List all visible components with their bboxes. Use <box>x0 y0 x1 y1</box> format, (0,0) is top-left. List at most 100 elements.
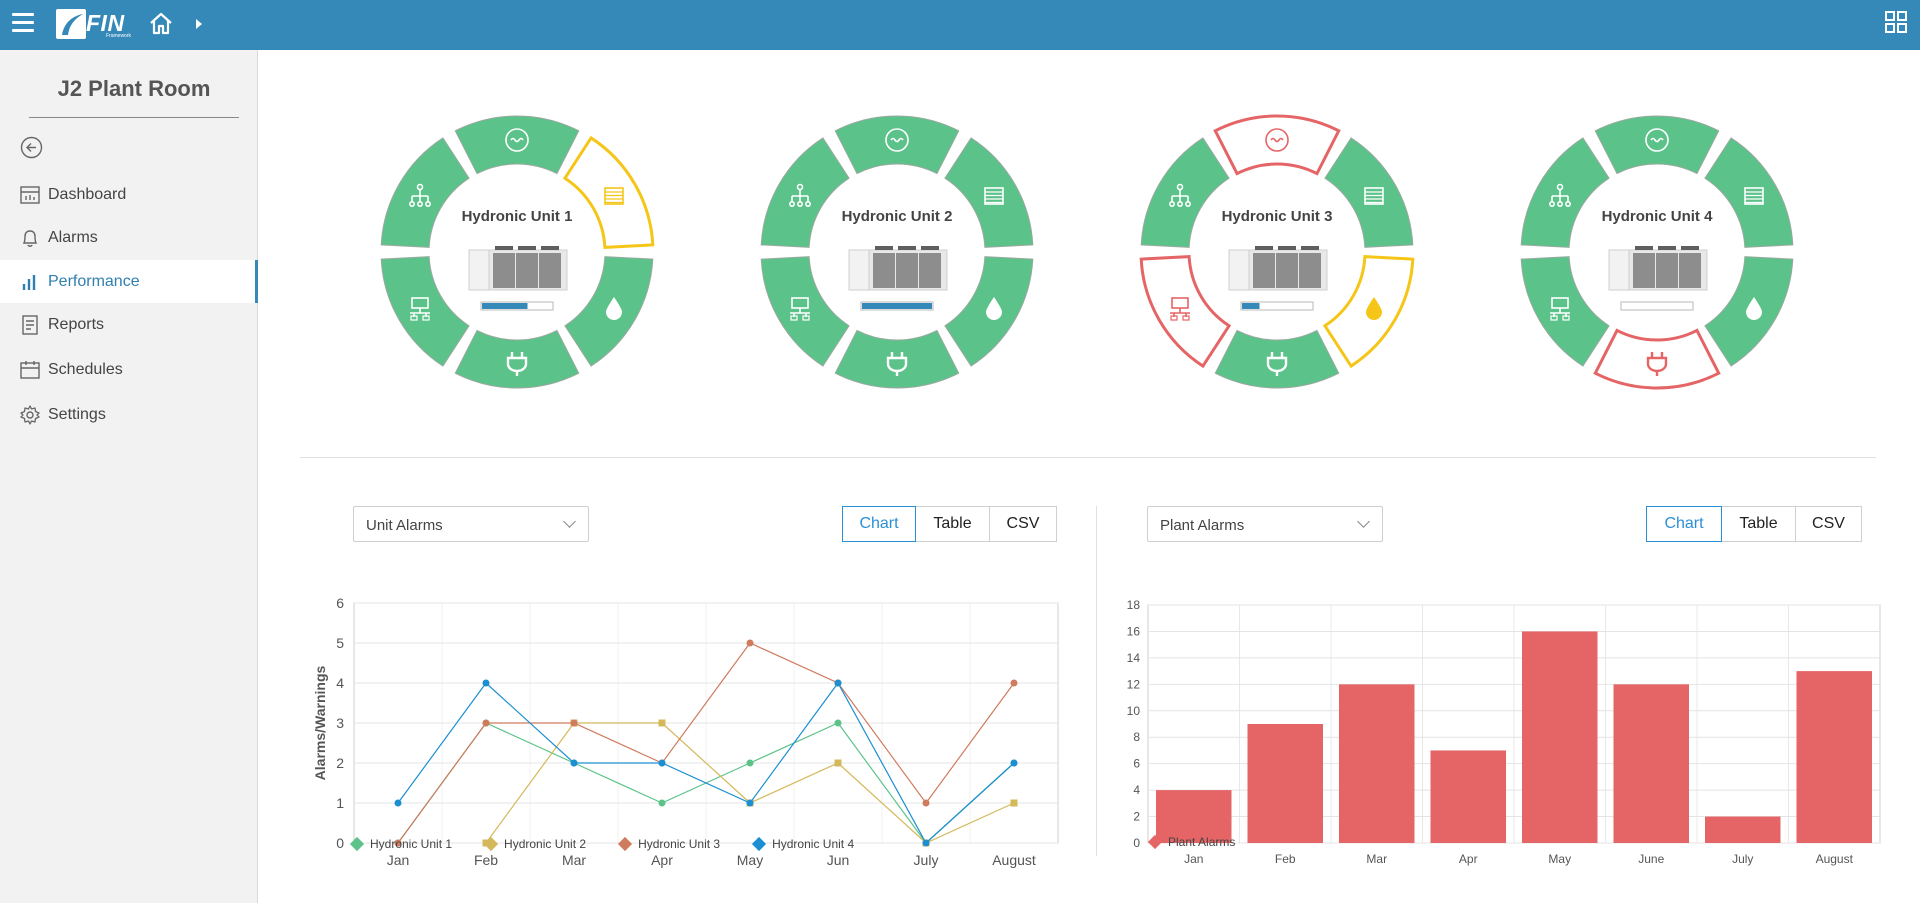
y-tick-label: 12 <box>1127 677 1141 691</box>
plant-alarms-bar-chart: 0 2 4 6 8 10 12 14 16 18 Jan Feb Mar Apr May June July Au… <box>1127 598 1881 866</box>
x-tick-label: Apr <box>651 852 673 868</box>
compressor-icon <box>1645 128 1669 152</box>
report-icon <box>20 315 40 335</box>
chiller-unit-icon <box>848 246 948 291</box>
legend-item[interactable]: Hydronic Unit 2 <box>483 836 587 852</box>
filter-icon <box>984 187 1004 205</box>
sidebar-item-settings[interactable]: Settings <box>0 393 258 436</box>
legend-item[interactable]: Hydronic Unit 1 <box>349 836 452 852</box>
sidebar-item-reports[interactable]: Reports <box>0 303 258 346</box>
legend-item[interactable]: Plant Alarms <box>1147 834 1236 850</box>
data-point <box>1010 759 1018 767</box>
x-tick-label: July <box>1732 852 1753 866</box>
x-tick-label: May <box>737 852 763 868</box>
data-point <box>658 759 666 767</box>
dial-segment <box>1214 329 1340 389</box>
sidebar-item-schedules[interactable]: Schedules <box>0 348 258 391</box>
sidebar-item-performance[interactable]: Performance <box>0 260 258 303</box>
y-tick-label: 14 <box>1127 651 1141 665</box>
dial-segment <box>1140 137 1230 248</box>
unit-dial[interactable]: Hydronic Unit 1 <box>375 110 659 394</box>
series-hydronic-unit-4 <box>394 679 1018 847</box>
table-button[interactable]: Table <box>1722 506 1796 542</box>
unit-dial-graphic <box>1520 115 1794 390</box>
dashboard-icon <box>20 185 40 205</box>
x-tick-label: June <box>1638 852 1664 866</box>
sidebar-item-label: Performance <box>48 273 140 290</box>
x-tick-label: Mar <box>1366 852 1387 866</box>
dial-segment <box>1213 114 1341 176</box>
logo-subtext: Framework <box>106 33 132 39</box>
data-point <box>746 639 754 647</box>
filter-icon <box>1364 187 1384 205</box>
sidebar-item-dashboard[interactable]: Dashboard <box>0 173 258 216</box>
sidebar-item-label: Dashboard <box>48 186 127 203</box>
sidebar-item-alarms[interactable]: Alarms <box>0 216 258 259</box>
legend-label: Hydronic Unit 4 <box>772 837 855 851</box>
apps-grid-icon[interactable] <box>1885 11 1907 33</box>
legend-marker-icon <box>752 836 767 852</box>
dial-segment <box>834 329 960 389</box>
chart-button[interactable]: Chart <box>842 506 916 542</box>
table-button[interactable]: Table <box>916 506 990 542</box>
menu-icon[interactable] <box>12 13 34 33</box>
dial-segment <box>1139 255 1232 369</box>
bar <box>1705 816 1781 843</box>
calendar-icon <box>20 360 40 380</box>
bar <box>1796 671 1872 843</box>
data-point <box>834 759 842 767</box>
unit-dial[interactable]: Hydronic Unit 2 <box>755 110 1039 394</box>
dial-segment <box>380 256 470 367</box>
y-axis-label: Alarms/Warnings <box>312 665 328 780</box>
hierarchy-icon <box>1169 183 1192 208</box>
water-drop-icon <box>605 297 622 320</box>
dial-segment <box>1704 256 1794 367</box>
bell-icon <box>20 228 40 248</box>
sidebar-item-label: Alarms <box>48 229 98 246</box>
logo-mark-icon <box>56 9 86 39</box>
unit-dial-graphic <box>760 115 1034 389</box>
legend-item[interactable]: Hydronic Unit 4 <box>752 836 855 852</box>
legend-label: Plant Alarms <box>1168 835 1236 849</box>
dial-segment <box>564 256 654 367</box>
unit-dial[interactable]: Hydronic Unit 4 <box>1515 110 1799 394</box>
csv-button[interactable]: CSV <box>990 506 1057 542</box>
back-arrow-icon[interactable] <box>20 136 43 159</box>
progress-fill <box>1242 303 1260 309</box>
unit-name: Hydronic Unit 4 <box>1601 208 1713 225</box>
data-point <box>746 799 754 807</box>
chevron-down-icon <box>563 515 576 528</box>
network-icon <box>1170 297 1191 321</box>
data-point <box>834 679 842 687</box>
legend-marker-icon <box>349 836 365 852</box>
home-icon[interactable] <box>148 10 174 36</box>
dial-segment <box>1520 256 1610 367</box>
x-tick-label: Jun <box>827 852 850 868</box>
plant-alarms-select[interactable]: Plant Alarms <box>1147 506 1383 542</box>
site-title: J2 Plant Room <box>57 76 211 101</box>
dial-segment <box>1520 137 1610 248</box>
data-point <box>834 719 842 727</box>
section-divider <box>300 457 1876 458</box>
line-chart-legend: Hydronic Unit 1 Hydronic Unit 2 Hydronic U… <box>349 836 888 852</box>
breadcrumb-arrow-icon[interactable] <box>196 19 202 29</box>
series-line <box>397 681 1015 844</box>
x-tick-label: Jan <box>387 852 410 868</box>
csv-button[interactable]: CSV <box>1796 506 1862 542</box>
legend-label: Hydronic Unit 2 <box>504 837 587 851</box>
y-tick-label: 4 <box>336 675 344 691</box>
app-logo[interactable]: FIN Framework <box>56 9 132 39</box>
unit-progress-bar <box>860 301 934 311</box>
gear-icon <box>20 405 40 425</box>
chart-button[interactable]: Chart <box>1646 506 1722 542</box>
filter-icon <box>1744 187 1764 205</box>
unit-dial[interactable]: Hydronic Unit 3 <box>1135 110 1419 394</box>
legend-item[interactable]: Hydronic Unit 3 <box>617 836 720 852</box>
data-point <box>658 719 666 727</box>
filter-icon <box>604 187 624 205</box>
y-tick-label: 8 <box>1133 730 1140 744</box>
network-icon <box>1550 297 1571 321</box>
dial-segment <box>944 256 1034 367</box>
hierarchy-icon <box>789 183 812 208</box>
unit-alarms-select[interactable]: Unit Alarms <box>353 506 589 542</box>
